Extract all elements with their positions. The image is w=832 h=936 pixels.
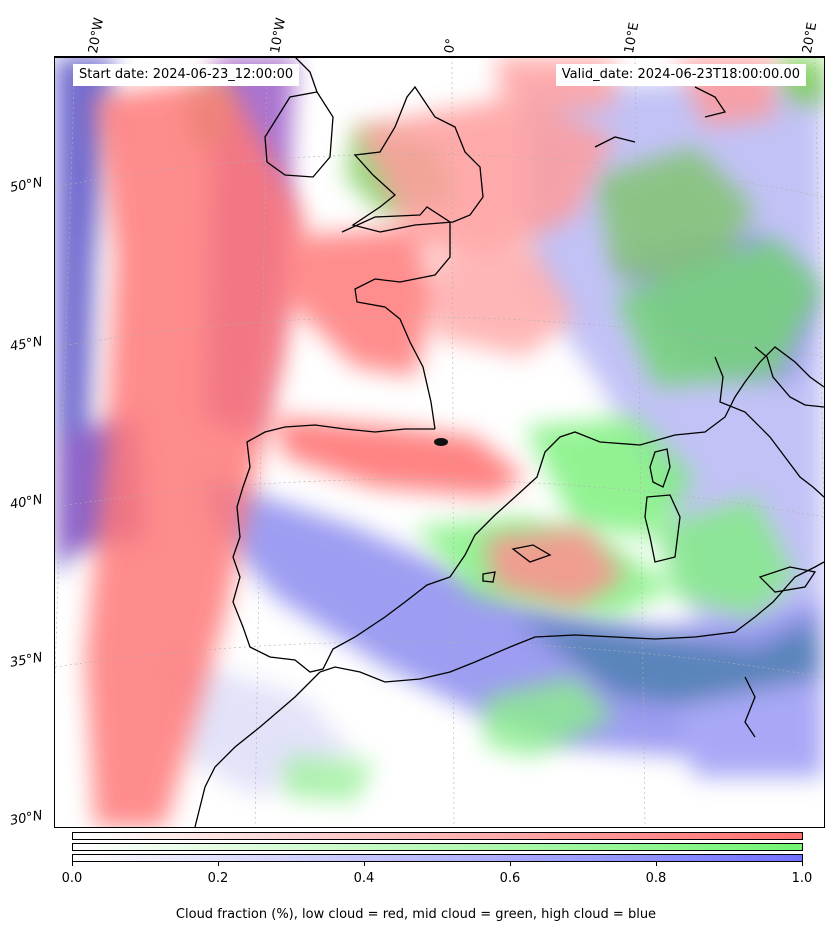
lon-label-20w: 20°W (86, 16, 108, 55)
lon-label-10e: 10°E (622, 21, 643, 55)
cbar-tick-label: 0.6 (499, 871, 521, 886)
lat-label-40n: 40°N (8, 492, 44, 513)
cbar-tick-label: 1.0 (791, 871, 813, 886)
lat-label-50n: 50°N (8, 175, 44, 196)
lon-label-0: 0° (442, 37, 460, 55)
cbar-tick-label: 0.8 (645, 871, 667, 886)
lat-label-35n: 35°N (8, 650, 44, 671)
cbar-tick-label: 0.2 (207, 871, 229, 886)
valid-date-label: Valid_date: 2024-06-23T18:00:00.00 (555, 64, 806, 86)
cbar-tickmark (218, 862, 219, 866)
graticule (55, 57, 824, 827)
cbar-tickmark (510, 862, 511, 866)
coastlines (194, 57, 824, 827)
colorbar-caption: Cloud fraction (%), low cloud = red, mid… (175, 907, 657, 922)
cbar-tickmark (364, 862, 365, 866)
station-marker (434, 438, 448, 446)
cbar-tick-label: 0.4 (353, 871, 375, 886)
cbar-tick-label: 0.0 (61, 871, 83, 886)
colorbar-high-cloud (72, 854, 803, 862)
cbar-tickmark (72, 862, 73, 866)
colorbar-low-cloud (72, 832, 803, 840)
colorbar (72, 832, 803, 862)
lon-label-20e: 20°E (800, 21, 821, 55)
cloud-fraction-map: Start date: 2024-06-23_12:00:00 Valid_da… (54, 56, 825, 828)
map-canvas (55, 57, 824, 827)
colorbar-mid-cloud (72, 843, 803, 851)
start-date-label: Start date: 2024-06-23_12:00:00 (73, 64, 300, 86)
cbar-tickmark (802, 862, 803, 866)
lat-label-45n: 45°N (8, 334, 44, 355)
cbar-tickmark (656, 862, 657, 866)
lat-label-30n: 30°N (8, 808, 44, 829)
lon-label-10w: 10°W (268, 16, 290, 55)
